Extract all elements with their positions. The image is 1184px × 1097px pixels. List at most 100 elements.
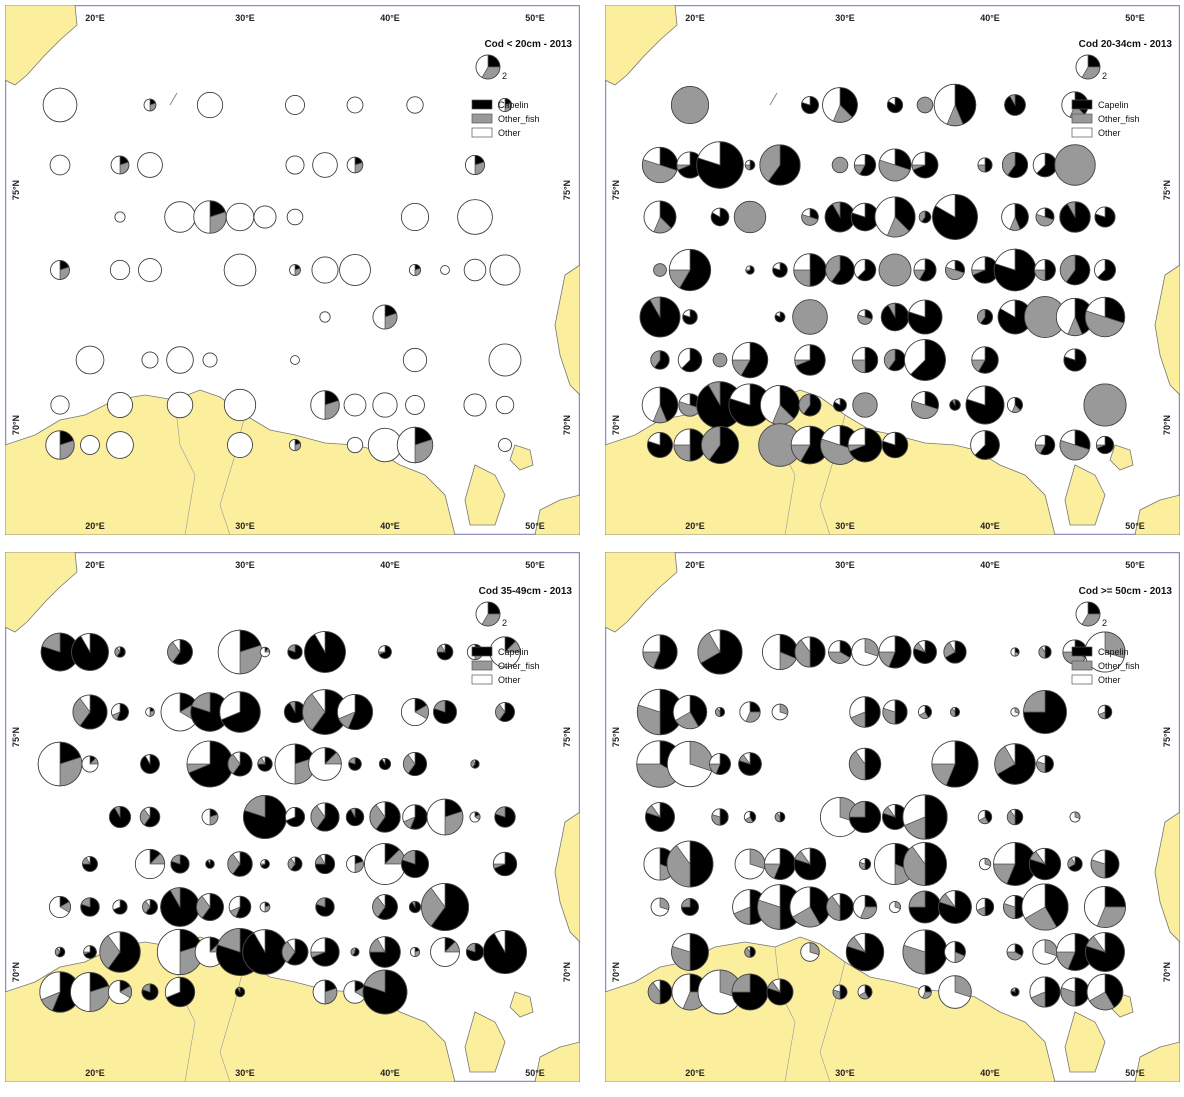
station-pie bbox=[1063, 348, 1087, 372]
legend-label: Capelin bbox=[498, 100, 529, 110]
pie-outline bbox=[346, 855, 364, 873]
pie-outline bbox=[202, 352, 218, 368]
pie-outline bbox=[831, 156, 849, 174]
pie-outline bbox=[227, 751, 253, 777]
station-pie bbox=[794, 344, 826, 376]
station-pie bbox=[794, 636, 826, 668]
station-pie bbox=[822, 87, 858, 123]
station-pie bbox=[492, 851, 518, 877]
station-pie bbox=[378, 645, 392, 659]
station-pie bbox=[904, 339, 946, 381]
legend-label: Capelin bbox=[1098, 647, 1129, 657]
pie-outline bbox=[766, 978, 794, 1006]
pie-outline bbox=[1085, 932, 1125, 972]
station-pie bbox=[792, 299, 828, 335]
station-pie bbox=[497, 97, 513, 113]
pie-outline bbox=[738, 752, 762, 776]
station-pie bbox=[853, 258, 877, 282]
pie-outline bbox=[744, 946, 756, 958]
pie-outline bbox=[904, 339, 946, 381]
lon-label-bottom: 50°E bbox=[1125, 521, 1145, 531]
pie-outline bbox=[1059, 429, 1091, 461]
lat-label-right: 75°N bbox=[1162, 727, 1172, 747]
station-pie bbox=[677, 347, 703, 373]
pie-outline bbox=[99, 931, 141, 973]
pie-outline bbox=[495, 395, 515, 415]
station-pie bbox=[465, 942, 485, 962]
station-pie bbox=[1097, 704, 1113, 720]
land-mass bbox=[554, 811, 580, 943]
station-pie bbox=[343, 393, 367, 417]
station-pie bbox=[160, 887, 200, 927]
station-pie bbox=[112, 899, 128, 915]
pie-outline bbox=[938, 975, 972, 1009]
station-pie bbox=[916, 96, 934, 114]
station-pie bbox=[409, 946, 421, 958]
pie-outline bbox=[696, 141, 744, 189]
land-mass bbox=[5, 936, 456, 1082]
station-pie bbox=[286, 208, 304, 226]
station-pie bbox=[709, 753, 731, 775]
pie-outline bbox=[234, 986, 246, 998]
pie-outline bbox=[464, 154, 486, 176]
pie-outline bbox=[931, 740, 979, 788]
station-pie bbox=[463, 258, 487, 282]
pie-outline bbox=[801, 96, 819, 114]
legend-swatch bbox=[471, 127, 493, 138]
pie-outline bbox=[137, 152, 163, 178]
station-pie bbox=[889, 901, 901, 913]
pie-outline bbox=[641, 386, 679, 424]
pie-outline bbox=[1094, 206, 1116, 228]
station-pie bbox=[72, 694, 108, 730]
lon-label-bottom: 40°E bbox=[980, 521, 1000, 531]
station-pie bbox=[1075, 601, 1101, 627]
station-pie bbox=[310, 802, 340, 832]
pie-outline bbox=[50, 395, 70, 415]
pie-outline bbox=[470, 759, 480, 769]
station-pie bbox=[1084, 886, 1126, 928]
pie-outline bbox=[1069, 811, 1081, 823]
station-pie bbox=[744, 946, 756, 958]
pie-outline bbox=[223, 388, 257, 422]
station-pie bbox=[1067, 856, 1083, 872]
pie-outline bbox=[287, 644, 303, 660]
pie-outline bbox=[668, 248, 712, 292]
station-pie bbox=[712, 352, 728, 368]
station-pie bbox=[346, 156, 364, 174]
station-pie bbox=[1023, 690, 1067, 734]
station-pie bbox=[1034, 434, 1056, 456]
station-pie bbox=[731, 341, 769, 379]
station-pie bbox=[739, 701, 761, 723]
pie-outline bbox=[1021, 883, 1069, 931]
legend-label: Other_fish bbox=[1098, 114, 1140, 124]
station-pie bbox=[1021, 883, 1069, 931]
pie-outline bbox=[482, 929, 528, 975]
pie-outline bbox=[701, 426, 739, 464]
pie-outline bbox=[408, 900, 422, 914]
station-pie bbox=[37, 741, 83, 787]
station-pie bbox=[54, 946, 66, 958]
pie-outline bbox=[402, 751, 428, 777]
station-pie bbox=[109, 259, 131, 281]
station-pie bbox=[847, 427, 883, 463]
station-pie bbox=[1010, 707, 1020, 717]
station-pie bbox=[733, 200, 767, 234]
pie-outline bbox=[284, 806, 306, 828]
pie-outline bbox=[794, 636, 826, 668]
legend: Cod < 20cm - 2013 2 Capelin Other_fish Other bbox=[471, 39, 572, 138]
legend-label: Other bbox=[498, 128, 521, 138]
station-pie bbox=[139, 806, 161, 828]
station-pie bbox=[743, 810, 757, 824]
map-panel-cod-50-plus: 20°E 30°E 40°E 50°E 20°E 30°E 40°E 50°E 75°N 70°N… bbox=[605, 552, 1180, 1082]
legend-label: Other bbox=[498, 675, 521, 685]
station-pie bbox=[1095, 435, 1115, 455]
pie-outline bbox=[54, 946, 66, 958]
pie-outline bbox=[1006, 808, 1024, 826]
station-pie bbox=[970, 430, 1000, 460]
pie-outline bbox=[1023, 690, 1067, 734]
pie-outline bbox=[1028, 847, 1062, 881]
station-pie bbox=[400, 697, 430, 727]
station-pie bbox=[489, 254, 521, 286]
pie-outline bbox=[907, 299, 943, 335]
station-pie bbox=[219, 691, 261, 733]
